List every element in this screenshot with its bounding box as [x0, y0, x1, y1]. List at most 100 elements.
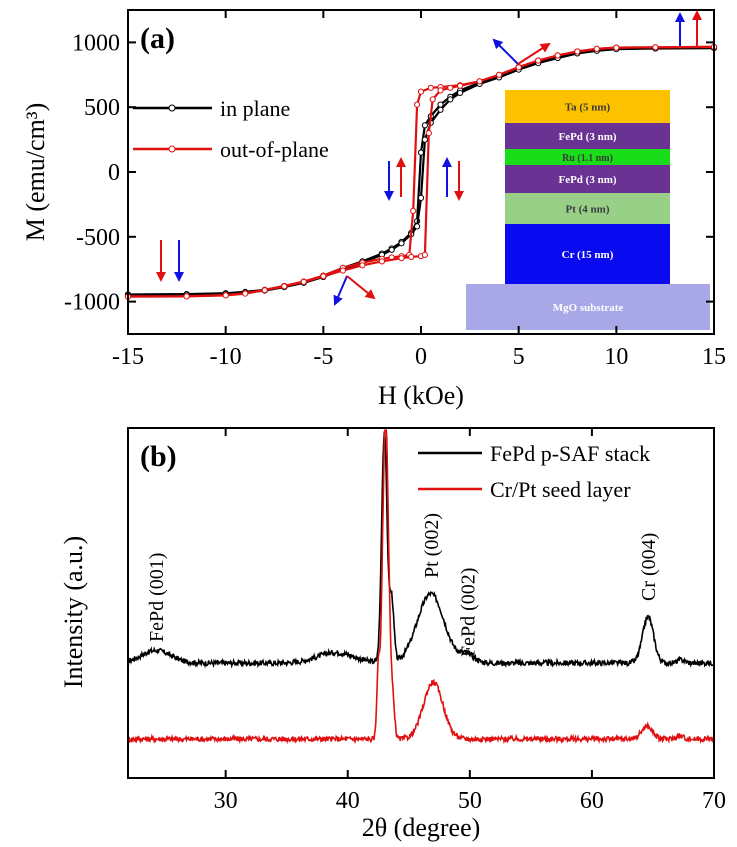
data-point-out-of-plane: [359, 262, 366, 269]
data-point-out-of-plane: [378, 258, 385, 265]
data-point-out-of-plane: [535, 57, 542, 64]
data-point-out-of-plane: [476, 78, 483, 85]
y-tick-label: 500: [84, 95, 120, 121]
x-tick-label: -15: [112, 344, 144, 370]
layer-box: [505, 165, 670, 193]
data-point-out-of-plane: [496, 71, 503, 78]
legend-marker-in-plane: [168, 104, 176, 112]
panel-b-x-ticks: 30 40 50 60 70: [214, 428, 726, 814]
data-point-out-of-plane: [410, 207, 417, 214]
layer-label: FePd (3 nm): [558, 131, 616, 143]
data-point-in-plane: [414, 223, 421, 230]
data-point-out-of-plane: [421, 251, 428, 258]
panel-b-frame: [127, 427, 715, 779]
peak-label: Pt (002): [421, 513, 443, 578]
layer-box: [505, 123, 670, 149]
magnetization-arrow: [517, 42, 551, 65]
data-point-in-plane: [421, 122, 428, 129]
panel-b-x-axis-label: 2θ (degree): [362, 813, 481, 842]
series-line-out-of-plane: [127, 45, 715, 298]
layer-box: [505, 224, 670, 284]
magnetization-arrows: [156, 10, 702, 306]
legend-marker-out-of-plane: [168, 145, 176, 153]
y-tick-label: -1000: [64, 290, 120, 316]
data-point-in-plane: [437, 106, 444, 113]
data-point-out-of-plane: [183, 293, 190, 300]
legend-label-seed: Cr/Pt seed layer: [490, 477, 631, 502]
peak-label: Cr (004): [638, 533, 660, 601]
layer-box: [505, 193, 670, 224]
magnetization-arrow: [333, 275, 348, 306]
data-point-out-of-plane: [427, 84, 434, 91]
layer-label: FePd (3 nm): [558, 174, 616, 186]
layer-stack-inset: Ta (5 nm) FePd (3 nm) Ru (1.1 nm) FePd (3 n…: [466, 90, 710, 330]
x-tick-label: 40: [336, 788, 360, 814]
data-point-in-plane: [417, 194, 425, 201]
data-point-out-of-plane: [408, 253, 415, 260]
data-point-in-plane: [447, 96, 454, 103]
data-point-out-of-plane: [457, 82, 464, 89]
data-point-out-of-plane: [339, 267, 346, 274]
panel-a-legend: in plane out-of-plane: [133, 96, 329, 162]
data-point-out-of-plane: [222, 292, 229, 299]
data-point-out-of-plane: [425, 130, 432, 137]
panel-a-x-ticks: -15 -10 -5 0 5 10 15: [112, 10, 726, 370]
panel-a: Ta (5 nm) FePd (3 nm) Ru (1.1 nm) FePd (3 n…: [21, 9, 726, 410]
y-tick-label: -500: [76, 225, 120, 251]
legend-label-stack: FePd p-SAF stack: [490, 441, 650, 466]
data-point-out-of-plane: [300, 278, 307, 285]
data-point-out-of-plane: [414, 101, 421, 108]
data-point-in-plane: [457, 89, 464, 97]
panel-b-legend: FePd p-SAF stack Cr/Pt seed layer: [418, 441, 650, 502]
peak-label: FePd (001): [146, 553, 168, 642]
legend-label-out-of-plane: out-of-plane: [220, 137, 329, 162]
x-tick-label: -5: [313, 344, 333, 370]
panel-b-y-axis-label: Intensity (a.u.): [59, 536, 88, 688]
magnetization-arrow: [346, 275, 376, 300]
data-point-out-of-plane: [281, 283, 288, 290]
x-tick-label: -10: [210, 344, 242, 370]
x-tick-label: 50: [458, 788, 482, 814]
data-point-in-plane: [398, 240, 405, 247]
y-tick-label: 1000: [72, 30, 120, 56]
panel-b-data: [127, 429, 715, 745]
panel-a-y-axis-label: M (emu/cm³): [21, 103, 50, 241]
panel-a-y-ticks: -1000 -500 0 500 1000: [64, 30, 714, 316]
x-tick-label: 0: [415, 344, 427, 370]
legend-label-in-plane: in plane: [220, 96, 290, 121]
layer-label: MgO substrate: [553, 302, 624, 314]
data-point-out-of-plane: [437, 87, 444, 94]
x-tick-label: 15: [702, 344, 726, 370]
panel-b-label: (b): [140, 440, 177, 473]
x-tick-label: 60: [580, 788, 604, 814]
panel-b: 30 40 50 60 70 (b) 2θ (degree) Intensity (a.…: [59, 427, 726, 842]
magnetization-arrow: [492, 38, 519, 65]
series-line-fepd-p-saf-stack: [127, 431, 715, 669]
data-point-in-plane: [388, 246, 395, 253]
data-point-out-of-plane: [447, 84, 454, 91]
x-tick-label: 10: [604, 344, 628, 370]
data-point-out-of-plane: [554, 52, 561, 59]
data-point-in-plane: [421, 136, 428, 143]
data-point-out-of-plane: [242, 290, 249, 297]
data-point-out-of-plane: [398, 255, 405, 262]
layer-box: [466, 284, 710, 330]
data-point-out-of-plane: [261, 287, 268, 294]
data-point-out-of-plane: [613, 44, 620, 51]
layer-box: [505, 149, 670, 165]
panel-a-x-axis-label: H (kOe): [378, 381, 464, 410]
layer-label: Ta (5 nm): [565, 102, 611, 114]
x-tick-label: 5: [513, 344, 525, 370]
data-point-out-of-plane: [417, 88, 425, 95]
data-point-out-of-plane: [574, 48, 581, 55]
layer-box: [505, 90, 670, 123]
data-point-out-of-plane: [320, 273, 327, 280]
data-point-out-of-plane: [429, 96, 436, 103]
peak-label: FePd (002): [457, 568, 479, 657]
series-line-cr-pt-seed-layer: [127, 429, 715, 745]
data-point-out-of-plane: [593, 45, 600, 53]
layer-label: Pt (4 nm): [566, 204, 610, 216]
peak-annotations: FePd (001) Pt (002) FePd (002) Cr (004): [146, 513, 660, 657]
x-tick-label: 30: [214, 788, 238, 814]
